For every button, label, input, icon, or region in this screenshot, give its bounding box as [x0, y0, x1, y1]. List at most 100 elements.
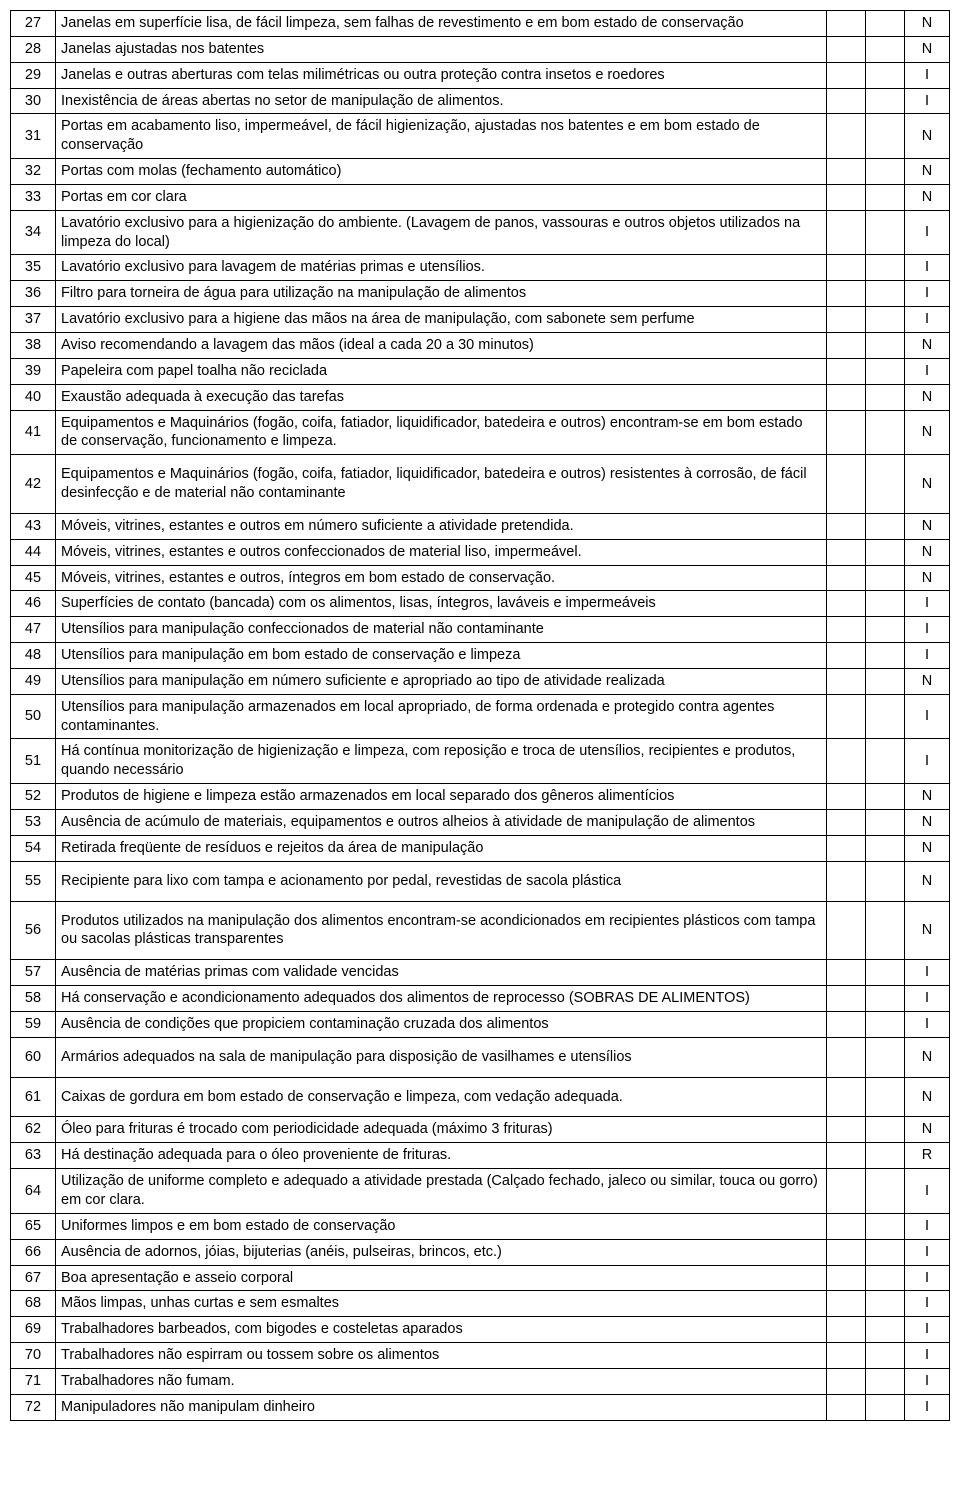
- blank-cell: [827, 410, 866, 455]
- row-number: 33: [11, 184, 56, 210]
- row-number: 47: [11, 617, 56, 643]
- blank-cell: [866, 332, 905, 358]
- row-description: Trabalhadores não espirram ou tossem sob…: [56, 1343, 827, 1369]
- blank-cell: [827, 1265, 866, 1291]
- row-number: 48: [11, 643, 56, 669]
- row-description: Móveis, vitrines, estantes e outros conf…: [56, 539, 827, 565]
- table-row: 65Uniformes limpos e em bom estado de co…: [11, 1213, 950, 1239]
- row-code: I: [905, 210, 950, 255]
- blank-cell: [827, 307, 866, 333]
- blank-cell: [866, 643, 905, 669]
- blank-cell: [827, 332, 866, 358]
- row-description: Produtos utilizados na manipulação dos a…: [56, 901, 827, 960]
- row-number: 28: [11, 36, 56, 62]
- row-number: 41: [11, 410, 56, 455]
- row-number: 71: [11, 1368, 56, 1394]
- row-number: 67: [11, 1265, 56, 1291]
- row-code: N: [905, 184, 950, 210]
- table-row: 67Boa apresentação e asseio corporalI: [11, 1265, 950, 1291]
- row-number: 30: [11, 88, 56, 114]
- blank-cell: [866, 159, 905, 185]
- table-row: 41Equipamentos e Maquinários (fogão, coi…: [11, 410, 950, 455]
- row-description: Aviso recomendando a lavagem das mãos (i…: [56, 332, 827, 358]
- row-code: I: [905, 1213, 950, 1239]
- row-description: Móveis, vitrines, estantes e outros em n…: [56, 513, 827, 539]
- table-row: 28Janelas ajustadas nos batentes N: [11, 36, 950, 62]
- row-description: Ausência de matérias primas com validade…: [56, 960, 827, 986]
- row-code: I: [905, 255, 950, 281]
- row-description: Móveis, vitrines, estantes e outros, ínt…: [56, 565, 827, 591]
- blank-cell: [866, 281, 905, 307]
- blank-cell: [827, 539, 866, 565]
- blank-cell: [866, 88, 905, 114]
- row-description: Há conservação e acondicionamento adequa…: [56, 986, 827, 1012]
- row-number: 53: [11, 810, 56, 836]
- blank-cell: [866, 210, 905, 255]
- row-number: 55: [11, 861, 56, 901]
- table-row: 44Móveis, vitrines, estantes e outros co…: [11, 539, 950, 565]
- blank-cell: [866, 784, 905, 810]
- table-row: 40Exaustão adequada à execução das taref…: [11, 384, 950, 410]
- row-code: I: [905, 358, 950, 384]
- blank-cell: [827, 114, 866, 159]
- row-description: Janelas ajustadas nos batentes: [56, 36, 827, 62]
- row-description: Há destinação adequada para o óleo prove…: [56, 1143, 827, 1169]
- row-number: 62: [11, 1117, 56, 1143]
- blank-cell: [866, 114, 905, 159]
- row-code: I: [905, 960, 950, 986]
- blank-cell: [866, 861, 905, 901]
- blank-cell: [827, 384, 866, 410]
- blank-cell: [866, 1011, 905, 1037]
- row-code: N: [905, 11, 950, 37]
- row-code: I: [905, 1011, 950, 1037]
- table-row: 50Utensílios para manipulação armazenado…: [11, 694, 950, 739]
- row-number: 51: [11, 739, 56, 784]
- blank-cell: [827, 835, 866, 861]
- blank-cell: [827, 1169, 866, 1214]
- row-description: Caixas de gordura em bom estado de conse…: [56, 1077, 827, 1117]
- table-row: 32Portas com molas (fechamento automátic…: [11, 159, 950, 185]
- blank-cell: [827, 1117, 866, 1143]
- table-row: 30Inexistência de áreas abertas no setor…: [11, 88, 950, 114]
- row-code: N: [905, 810, 950, 836]
- table-row: 37Lavatório exclusivo para a higiene das…: [11, 307, 950, 333]
- blank-cell: [827, 62, 866, 88]
- row-code: I: [905, 1317, 950, 1343]
- table-row: 33Portas em cor claraN: [11, 184, 950, 210]
- row-code: N: [905, 410, 950, 455]
- blank-cell: [827, 1239, 866, 1265]
- blank-cell: [827, 1317, 866, 1343]
- blank-cell: [827, 1213, 866, 1239]
- row-description: Exaustão adequada à execução das tarefas: [56, 384, 827, 410]
- blank-cell: [866, 455, 905, 514]
- blank-cell: [866, 1213, 905, 1239]
- blank-cell: [866, 901, 905, 960]
- row-code: N: [905, 835, 950, 861]
- blank-cell: [827, 739, 866, 784]
- row-description: Lavatório exclusivo para a higiene das m…: [56, 307, 827, 333]
- blank-cell: [866, 694, 905, 739]
- row-code: R: [905, 1143, 950, 1169]
- table-row: 64Utilização de uniforme completo e adeq…: [11, 1169, 950, 1214]
- row-description: Lavatório exclusivo para a higienização …: [56, 210, 827, 255]
- table-row: 70Trabalhadores não espirram ou tossem s…: [11, 1343, 950, 1369]
- blank-cell: [866, 539, 905, 565]
- table-row: 62Óleo para frituras é trocado com perio…: [11, 1117, 950, 1143]
- blank-cell: [827, 694, 866, 739]
- row-code: I: [905, 62, 950, 88]
- blank-cell: [866, 36, 905, 62]
- blank-cell: [866, 1143, 905, 1169]
- blank-cell: [866, 1169, 905, 1214]
- row-description: Manipuladores não manipulam dinheiro: [56, 1394, 827, 1420]
- row-description: Papeleira com papel toalha não reciclada: [56, 358, 827, 384]
- blank-cell: [866, 1265, 905, 1291]
- blank-cell: [827, 88, 866, 114]
- row-code: N: [905, 36, 950, 62]
- blank-cell: [866, 184, 905, 210]
- row-code: N: [905, 513, 950, 539]
- table-row: 71Trabalhadores não fumam.I: [11, 1368, 950, 1394]
- row-code: N: [905, 114, 950, 159]
- table-row: 53Ausência de acúmulo de materiais, equi…: [11, 810, 950, 836]
- blank-cell: [827, 11, 866, 37]
- blank-cell: [827, 565, 866, 591]
